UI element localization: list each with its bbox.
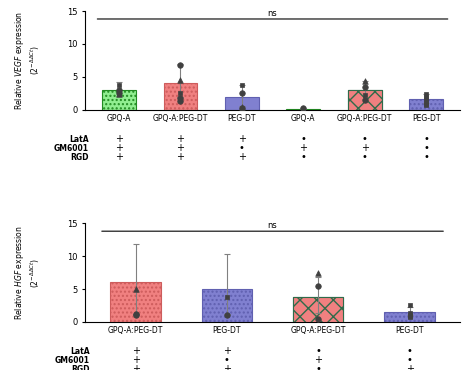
Point	[177, 77, 184, 83]
Text: +: +	[115, 152, 123, 162]
Text: •: •	[423, 143, 429, 153]
Point	[132, 311, 139, 317]
Text: +: +	[314, 355, 322, 365]
Text: +: +	[299, 143, 307, 153]
Point	[314, 316, 322, 322]
Text: ns: ns	[268, 9, 277, 18]
Text: +: +	[238, 134, 246, 144]
Bar	[225, 97, 259, 110]
Text: Relative $\it{HGF}$ expression
$(2^{-\Delta\Delta Ct})$: Relative $\it{HGF}$ expression $(2^{-\De…	[13, 225, 42, 320]
Text: LatA: LatA	[70, 347, 90, 356]
Text: •: •	[315, 346, 321, 356]
Point	[177, 62, 184, 68]
Point	[115, 87, 123, 93]
Point	[406, 312, 413, 318]
Point	[115, 91, 123, 97]
Text: +: +	[115, 134, 123, 144]
Point	[177, 98, 184, 104]
Bar	[293, 297, 343, 322]
Text: +: +	[406, 364, 413, 370]
Text: +: +	[176, 152, 184, 162]
Point	[238, 104, 246, 110]
Text: +: +	[115, 143, 123, 153]
Point	[361, 78, 368, 84]
Point	[132, 312, 139, 318]
Point	[115, 82, 123, 88]
Text: •: •	[301, 134, 306, 144]
Point	[422, 101, 430, 107]
Text: +: +	[132, 346, 139, 356]
Text: +: +	[176, 134, 184, 144]
Text: +: +	[176, 143, 184, 153]
Text: GM6001: GM6001	[54, 144, 88, 153]
Text: •: •	[423, 134, 429, 144]
Point	[223, 294, 231, 300]
Text: •: •	[362, 134, 367, 144]
Text: •: •	[224, 355, 230, 365]
Text: +: +	[223, 346, 231, 356]
Point	[361, 97, 368, 103]
Point	[422, 94, 430, 100]
Point	[422, 100, 430, 105]
Text: •: •	[423, 152, 429, 162]
Text: GM6001: GM6001	[55, 356, 90, 365]
Point	[422, 91, 430, 97]
Bar	[164, 83, 197, 110]
Text: +: +	[238, 152, 246, 162]
Point	[132, 286, 139, 292]
Point	[406, 310, 413, 316]
Text: •: •	[301, 152, 306, 162]
Text: +: +	[132, 355, 139, 365]
Point	[406, 303, 413, 309]
Text: RGD: RGD	[72, 365, 90, 370]
Point	[406, 314, 413, 320]
Point	[238, 105, 246, 111]
Text: •: •	[315, 364, 321, 370]
Point	[238, 82, 246, 88]
Point	[361, 84, 368, 90]
Text: •: •	[239, 143, 245, 153]
Bar	[293, 297, 343, 322]
Text: LatA: LatA	[69, 135, 88, 144]
Text: ns: ns	[268, 221, 277, 230]
Bar	[286, 109, 320, 110]
Point	[314, 283, 322, 289]
Bar	[202, 289, 252, 322]
Point	[422, 102, 430, 108]
Point	[300, 106, 307, 112]
Point	[177, 90, 184, 96]
Point	[223, 312, 231, 318]
Point	[300, 106, 307, 112]
Text: •: •	[407, 355, 412, 365]
Text: •: •	[407, 346, 412, 356]
Bar	[384, 312, 435, 322]
Point	[238, 90, 246, 96]
Text: +: +	[223, 364, 231, 370]
Text: •: •	[362, 152, 367, 162]
Point	[361, 92, 368, 98]
Point	[314, 270, 322, 276]
Text: +: +	[132, 364, 139, 370]
Point	[422, 95, 430, 101]
Bar	[102, 90, 136, 110]
Text: RGD: RGD	[70, 152, 88, 162]
Bar	[409, 98, 443, 110]
Text: +: +	[361, 143, 369, 153]
Point	[300, 105, 307, 111]
Text: Relative $\it{VEGF}$ expression
$(2^{-\Delta\Delta Ct})$: Relative $\it{VEGF}$ expression $(2^{-\D…	[13, 11, 42, 110]
Point	[115, 90, 123, 95]
Point	[406, 313, 413, 319]
Bar	[348, 90, 382, 110]
Bar	[110, 282, 161, 322]
Bar	[348, 90, 382, 110]
Point	[177, 95, 184, 101]
